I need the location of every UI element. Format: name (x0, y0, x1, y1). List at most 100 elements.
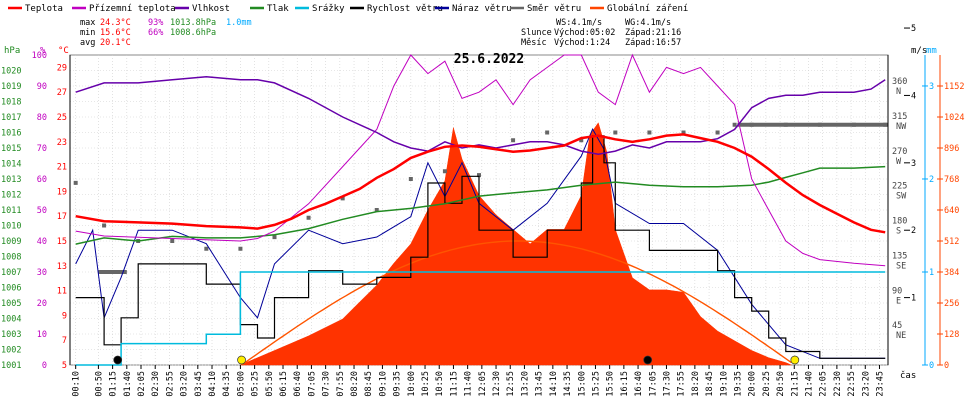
wind-dir-tick-value: 360 (892, 77, 907, 87)
radiation-tick-label: 640 (944, 206, 959, 216)
legend-label: Globální záření (607, 4, 688, 14)
wind-dir-tick-value: 225 (892, 182, 907, 192)
sunrise-text: Východ:05:02 (554, 28, 615, 38)
stat-value: min (80, 28, 95, 38)
x-tick-label: 07:30 (322, 371, 332, 397)
moon-label: Měsíc (521, 38, 547, 48)
legend-label: Tlak (267, 4, 289, 14)
radiation-tick-label: 896 (944, 144, 959, 154)
temperature-tick-label: 7 (62, 336, 67, 346)
x-tick-label: 10:00 (407, 371, 417, 397)
x-tick-label: 03:45 (194, 371, 204, 397)
pressure-tick-label: 1010 (1, 222, 21, 232)
moonset-text: Západ:16:57 (625, 38, 681, 48)
x-tick-label: 02:55 (165, 371, 175, 397)
temperature-tick-label: 15 (57, 237, 67, 247)
wind-dir-tick-compass: W (896, 157, 902, 167)
temperature-tick-label: 21 (57, 163, 67, 173)
temperature-tick-label: 27 (57, 88, 67, 98)
wind-dir-tick-value: 315 (892, 112, 907, 122)
radiation-area (240, 122, 792, 366)
temperature-tick-label: 11 (57, 287, 67, 297)
x-tick-label: 15:00 (577, 371, 587, 397)
stat-value: 1013.8hPa (170, 18, 216, 28)
temperature-tick-label: 29 (57, 63, 67, 73)
sunset-text: Západ:21:16 (625, 28, 681, 38)
stat-value: 1008.6hPa (170, 28, 216, 38)
precip-tick-label: 1 (929, 268, 934, 278)
wind-dir-tick-value: 180 (892, 217, 907, 227)
radiation-tick-label: 128 (944, 330, 959, 340)
x-tick-label: 14:10 (549, 371, 559, 397)
x-tick-label: 20:00 (748, 371, 758, 397)
moonrise-marker (113, 355, 123, 365)
temperature-tick-label: 5 (62, 361, 67, 371)
x-tick-label: 08:20 (350, 371, 360, 397)
x-tick-label: 22:55 (847, 371, 857, 397)
pressure-tick-label: 1018 (1, 98, 21, 108)
wind-direction-point (681, 130, 686, 135)
series-wind-gust-line (75, 127, 886, 359)
pressure-tick-label: 1005 (1, 299, 21, 309)
legend-layer: Teplota Přízemní teplota Vlhkost Tlak Srážky… (8, 4, 688, 14)
x-tick-label: 07:55 (336, 371, 346, 397)
chart-title: 25.6.2022 (454, 52, 524, 67)
wind-dir-tick-compass: SW (896, 192, 907, 202)
humidity-tick-label: 80 (37, 113, 47, 123)
precip-tick-label: 0 (929, 361, 934, 371)
x-tick-label: 18:20 (691, 371, 701, 397)
x-tick-label: 00:50 (94, 371, 104, 397)
radiation-tick-label: 0 (944, 361, 949, 371)
x-tick-label: 16:15 (620, 371, 630, 397)
stat-value: 15.6°C (100, 28, 131, 38)
x-tick-label: 05:50 (265, 371, 275, 397)
wind-direction-point (613, 130, 618, 135)
text-layer: 25.6.2022 max 24.3°C 93% 1013.8hPa 1.0mm min 15… (80, 18, 681, 67)
x-tick-label: 01:40 (123, 371, 133, 397)
pressure-tick-label: 1017 (1, 113, 21, 123)
legend-label: Přízemní teplota (89, 4, 176, 14)
humidity-tick-label: 100 (32, 51, 47, 61)
pressure-tick-label: 1012 (1, 191, 21, 201)
series-layer (73, 53, 888, 366)
radiation-tick-label: 1152 (944, 82, 964, 92)
x-tick-label: 05:25 (251, 371, 261, 397)
series-humidity-line (75, 75, 886, 155)
wind-direction-point (340, 196, 345, 201)
sunrise-marker (237, 355, 246, 365)
series-precipitation-line (75, 271, 886, 366)
x-tick-label: 07:05 (307, 371, 317, 397)
stat-value: 66% (148, 28, 163, 38)
pressure-tick-label: 1002 (1, 346, 21, 356)
pressure-tick-label: 1016 (1, 129, 21, 139)
x-tick-label: 17:30 (663, 371, 673, 397)
wind-dir-tick-compass: SE (896, 261, 906, 271)
x-tick-label: 19:10 (719, 371, 729, 397)
x-tick-label: 16:40 (634, 371, 644, 397)
pressure-tick-label: 1011 (1, 206, 21, 216)
wind-direction-point (102, 223, 107, 228)
x-tick-label: 02:30 (151, 371, 161, 397)
pressure-tick-label: 1008 (1, 253, 21, 263)
wind-dir-tick-compass: NW (896, 122, 907, 132)
x-tick-label: 08:45 (364, 371, 374, 397)
series-temperature-line (75, 133, 886, 234)
x-tick-label: 15:50 (606, 371, 616, 397)
pressure-tick-label: 1003 (1, 330, 21, 340)
x-tick-label: 06:40 (293, 371, 303, 397)
pressure-tick-label: 1006 (1, 284, 21, 294)
wind-direction-point (204, 246, 209, 251)
wind-direction-point (477, 173, 481, 178)
wind-dir-tick-compass: S (896, 227, 901, 237)
wind-direction-point (545, 130, 550, 135)
pressure-tick-label: 1007 (1, 268, 21, 278)
temperature-tick-label: 17 (57, 212, 67, 222)
humidity-tick-label: 10 (37, 330, 47, 340)
x-tick-label: 20:25 (762, 371, 772, 397)
x-tick-label: 20:50 (776, 371, 786, 397)
wind-speed-axis-label: m/s (911, 46, 927, 56)
x-tick-label: 14:35 (563, 371, 573, 397)
x-tick-label: 13:20 (520, 371, 530, 397)
sunset-marker (790, 355, 800, 365)
